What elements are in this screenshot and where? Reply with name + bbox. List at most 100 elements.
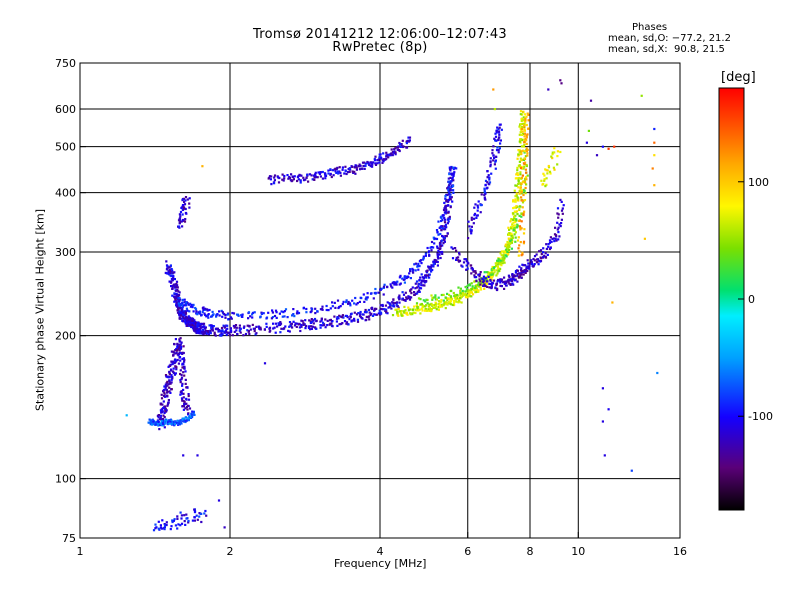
data-point [519,110,523,113]
data-point [514,198,517,201]
data-point [400,144,403,147]
data-point [304,327,307,330]
data-point [494,155,497,158]
data-point [347,302,350,305]
data-point [316,176,319,179]
data-point [164,395,167,398]
data-point [374,313,377,316]
data-point [455,249,458,252]
data-point [470,218,473,221]
data-point [478,285,481,288]
x-tick-label: 6 [464,545,471,558]
data-point [181,225,184,228]
data-point [241,313,244,316]
data-point [520,133,523,136]
data-point [640,94,643,97]
data-point [314,171,317,174]
data-point [203,325,206,328]
data-point [479,281,482,284]
data-point [495,283,498,286]
data-point [448,195,451,198]
data-point [401,277,404,280]
data-point [419,312,422,315]
data-point [219,334,222,337]
data-point [537,263,540,266]
data-point [249,328,252,331]
data-point [306,173,309,176]
data-point [396,280,399,283]
data-point [389,283,392,286]
data-point [372,161,375,164]
data-point [181,382,184,385]
data-point [180,206,183,209]
data-point [398,276,401,279]
data-point [502,258,505,261]
data-point [302,176,305,179]
data-point [203,331,206,335]
data-points [125,79,659,532]
data-point [498,126,501,129]
data-point [265,325,268,328]
data-point [413,293,416,296]
y-tick-label: 200 [55,330,76,343]
data-point [324,173,327,176]
data-point [405,140,408,143]
data-point [273,182,276,185]
colorbar-tick-label: 0 [748,293,755,306]
data-point [226,327,229,330]
data-point [479,211,482,214]
data-point [554,237,557,240]
data-point [149,419,153,422]
data-point [455,300,458,303]
data-point [425,280,428,283]
data-point [177,420,180,423]
data-point [178,349,181,352]
data-point [188,318,191,321]
data-point [431,296,434,299]
data-point [470,282,473,285]
data-point [383,283,386,286]
data-point [238,327,241,330]
data-point [177,422,181,425]
data-point [176,345,179,349]
data-point [494,135,498,138]
data-point [374,155,377,158]
data-point [525,178,528,181]
data-point [522,116,525,119]
data-point [432,304,435,307]
data-point [335,320,338,323]
data-point [515,226,518,229]
data-point [494,167,497,170]
data-point [382,152,385,155]
data-point [518,125,521,128]
data-point [533,255,537,258]
data-point [251,313,254,316]
data-point [380,157,383,160]
data-point [557,238,560,241]
data-point [519,157,522,160]
data-point [178,291,181,294]
data-point [168,386,171,389]
data-point [434,237,437,240]
data-point [192,412,195,415]
data-point [440,228,443,232]
x-tick-label: 1 [77,545,84,558]
data-point [422,255,425,258]
data-point [455,258,458,261]
data-point [503,282,506,285]
data-point [163,420,166,423]
data-point [359,313,362,316]
data-point [180,309,183,312]
data-point [520,150,523,153]
data-point [450,246,453,249]
data-point [344,314,347,317]
data-point [363,167,366,170]
data-point [398,283,401,286]
data-point [544,168,547,171]
data-point [457,286,460,289]
data-point [171,279,174,282]
data-point [525,171,528,174]
data-point [514,240,517,243]
data-point [520,199,523,202]
